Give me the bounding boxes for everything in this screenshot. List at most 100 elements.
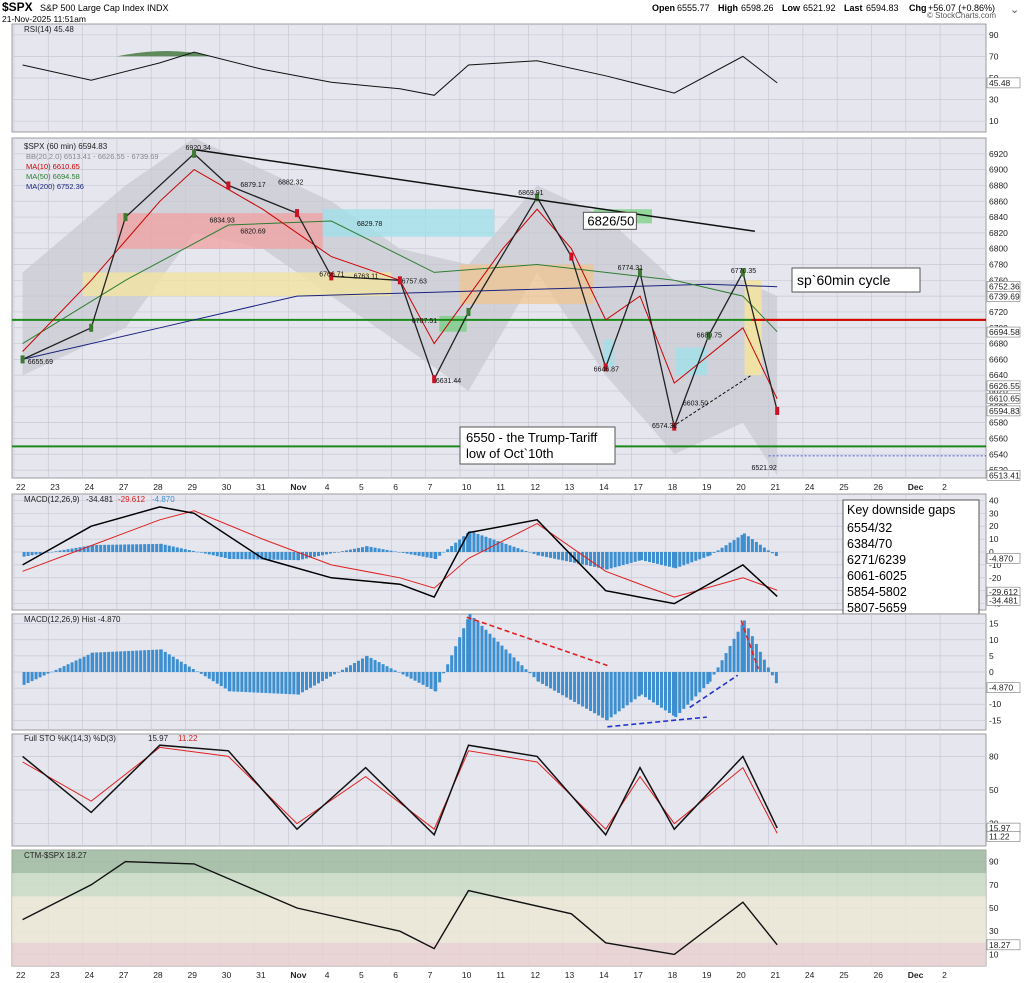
macd-hist-bar	[639, 552, 643, 561]
macd-hist-bar	[292, 552, 296, 561]
x-tick-label: 31	[256, 970, 266, 980]
macd-hist-bar	[458, 539, 462, 552]
macd-hist-bar	[191, 550, 195, 552]
value-box-label: 15.97	[989, 823, 1011, 833]
macd-hist-bar	[171, 546, 175, 552]
x-tick-label: 24	[85, 970, 95, 980]
macd-hist-bar	[99, 544, 103, 552]
hist-bar	[373, 660, 377, 672]
macd-hist-bar	[686, 552, 690, 564]
macd-hist-bar	[633, 552, 637, 562]
hist-bar	[268, 672, 272, 694]
y-tick-label: 6760	[989, 275, 1008, 285]
y-tick-label: -15	[989, 715, 1002, 725]
macd-hist-bar	[438, 552, 442, 556]
sto-k-value: 15.97	[148, 734, 169, 743]
macd-hist-bar	[708, 552, 712, 556]
hist-bar	[450, 655, 454, 672]
x-tick-label: 27	[119, 970, 129, 980]
macd-hist-bar	[155, 543, 159, 552]
hist-bar	[573, 672, 577, 702]
gap-target-box	[582, 211, 637, 230]
value-box-label: 6594.83	[989, 406, 1020, 416]
macd-hist-bar	[589, 552, 593, 567]
macd-hist-bar	[442, 552, 446, 553]
rsi-line	[22, 51, 778, 96]
hist-bar	[732, 638, 736, 672]
y-tick-label: 80	[989, 751, 999, 761]
hist-bar	[476, 621, 480, 672]
macd-hist-bar	[232, 552, 236, 560]
macd-hist-bar	[119, 544, 123, 552]
macd-hist-bar	[336, 552, 340, 553]
macd-hist-bar	[762, 547, 766, 552]
hist-bar	[228, 672, 232, 692]
macd-hist-bar	[111, 544, 115, 552]
macd-hist-bar	[484, 536, 488, 552]
hist-bar	[472, 617, 476, 672]
hist-bar	[191, 668, 195, 672]
macd-hist-bar	[429, 552, 433, 559]
hist-bar	[276, 672, 280, 694]
y-tick-label: 6920	[989, 149, 1008, 159]
value-box	[986, 77, 1021, 89]
y-tick-label: 6580	[989, 418, 1008, 428]
hist-bar	[95, 652, 99, 672]
downside-gap-item: 6271/6239	[847, 553, 906, 567]
hist-bar	[111, 651, 115, 672]
value-box	[986, 405, 1021, 417]
value-box	[986, 831, 1021, 842]
hist-bar	[377, 662, 381, 672]
price-point-label: 6834.93	[210, 218, 235, 225]
x-tick-label: 12	[531, 482, 541, 492]
y-tick-label: 0	[989, 547, 994, 557]
macd-hist-bar	[597, 552, 601, 568]
x-tick-label: 30	[222, 482, 232, 492]
macd-hist-bar	[240, 552, 244, 560]
x-tick-label: 18	[668, 970, 678, 980]
value-box	[986, 552, 1021, 564]
macd-hist-bar	[625, 552, 629, 564]
hist-bar	[417, 672, 421, 683]
macd-hist-bar	[405, 552, 409, 554]
macd-hist-bar	[340, 551, 344, 552]
macd-hist-bar	[284, 552, 288, 560]
rsi-title: RSI(14) 45.48	[24, 25, 74, 34]
x-tick-label: 30	[222, 970, 232, 980]
hist-bar	[203, 672, 207, 677]
y-tick-label: 0	[989, 667, 994, 677]
macd-hist-bar	[524, 551, 528, 552]
macd-hist-bar	[702, 552, 706, 558]
macd-hist-bar	[248, 552, 252, 560]
hist-bar	[207, 672, 211, 679]
macd-hist-bar	[159, 543, 163, 552]
x-tick-label: 24	[805, 482, 815, 492]
x-tick-label: 22	[16, 970, 26, 980]
macd-hist-bar	[38, 552, 42, 554]
macd-hist-bar	[462, 536, 466, 552]
macd-hist-bar	[360, 547, 364, 552]
x-tick-label: 14	[599, 482, 609, 492]
hist-bar	[369, 657, 373, 672]
hist-bar	[651, 672, 655, 703]
hist-bar	[508, 653, 512, 672]
macd-hist-bar	[446, 549, 450, 552]
ma50-line	[22, 220, 778, 345]
y-tick-label: 30	[989, 95, 999, 105]
price-point-label: 6763.11	[354, 274, 379, 281]
macd-signal-value: -29.612	[118, 495, 146, 504]
hist-bar	[115, 651, 119, 672]
collapse-arrow-icon[interactable]: ⌄	[1010, 4, 1019, 16]
y-tick-label: 40	[989, 495, 999, 505]
svg-text:High: High	[718, 3, 738, 13]
value-box-label: 6739.69	[989, 291, 1020, 301]
hist-bar	[151, 649, 155, 672]
macd-hist-bar	[139, 544, 143, 552]
hist-bar	[272, 672, 276, 694]
macd-hist-bar	[504, 543, 508, 552]
y-tick-label: 10	[989, 949, 999, 959]
hist-bar	[712, 672, 716, 675]
x-tick-label: 13	[565, 970, 575, 980]
hist-bar	[381, 664, 385, 672]
hist-bar	[728, 645, 732, 672]
